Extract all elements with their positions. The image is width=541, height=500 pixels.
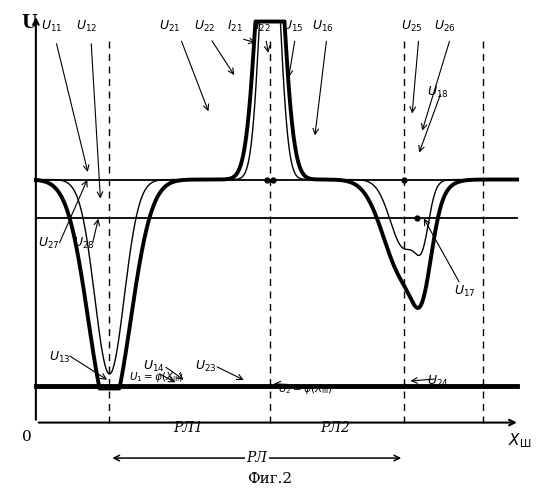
Text: $U_{16}$: $U_{16}$ bbox=[312, 19, 333, 34]
Text: $U_{18}$: $U_{18}$ bbox=[427, 84, 449, 100]
Text: $U_2=\varphi(X_{\text{III}})$: $U_2=\varphi(X_{\text{III}})$ bbox=[278, 382, 333, 396]
Text: РЛ: РЛ bbox=[246, 451, 267, 465]
Text: $U_{27}$: $U_{27}$ bbox=[38, 236, 60, 250]
Text: $U_{17}$: $U_{17}$ bbox=[454, 284, 476, 299]
Text: $U_{24}$: $U_{24}$ bbox=[427, 374, 449, 389]
Text: РЛ1: РЛ1 bbox=[174, 422, 203, 436]
Text: $U_{13}$: $U_{13}$ bbox=[49, 350, 70, 365]
Text: $U_{28}$: $U_{28}$ bbox=[74, 236, 95, 250]
Text: $U_{25}$: $U_{25}$ bbox=[401, 19, 423, 34]
Text: $I_{22}$: $I_{22}$ bbox=[255, 19, 271, 34]
Text: $U_{23}$: $U_{23}$ bbox=[195, 360, 216, 374]
Text: $U_{11}$: $U_{11}$ bbox=[41, 19, 62, 34]
Text: $I_{21}$: $I_{21}$ bbox=[227, 19, 243, 34]
Text: $U_1=\varphi(X_{\text{III}})$: $U_1=\varphi(X_{\text{III}})$ bbox=[129, 370, 184, 384]
Text: $U_{15}$: $U_{15}$ bbox=[282, 19, 304, 34]
Text: $U_{12}$: $U_{12}$ bbox=[76, 19, 97, 34]
Text: $U_{26}$: $U_{26}$ bbox=[434, 19, 456, 34]
Text: РЛ2: РЛ2 bbox=[321, 422, 351, 436]
Text: $U_{21}$: $U_{21}$ bbox=[159, 19, 181, 34]
Text: U: U bbox=[21, 14, 37, 32]
Text: 0: 0 bbox=[22, 430, 32, 444]
Text: $U_{22}$: $U_{22}$ bbox=[194, 19, 215, 34]
Text: $X_{\text{Ш}}$: $X_{\text{Ш}}$ bbox=[508, 431, 531, 450]
Text: Фиг.2: Фиг.2 bbox=[247, 472, 293, 486]
Text: $U_{14}$: $U_{14}$ bbox=[143, 360, 165, 374]
